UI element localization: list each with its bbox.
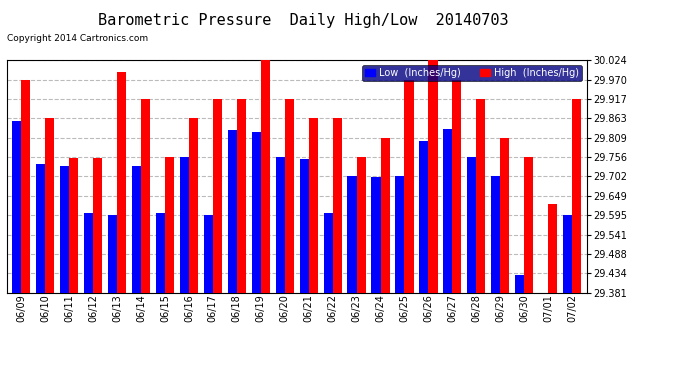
Bar [84,213,93,292]
Bar [572,99,581,292]
Bar [491,176,500,292]
Bar [453,80,462,292]
Bar [204,215,213,292]
Legend: Low  (Inches/Hg), High  (Inches/Hg): Low (Inches/Hg), High (Inches/Hg) [362,65,582,81]
Bar [395,176,404,292]
Text: Barometric Pressure  Daily High/Low  20140703: Barometric Pressure Daily High/Low 20140… [98,13,509,28]
Bar [252,132,261,292]
Bar [180,157,189,292]
Bar [404,80,413,292]
Bar [500,138,509,292]
Bar [141,99,150,292]
Bar [515,275,524,292]
Bar [285,99,294,292]
Bar [428,60,437,292]
Bar [548,204,558,292]
Bar [299,159,308,292]
Bar [132,166,141,292]
Bar [261,60,270,292]
Bar [324,213,333,292]
Bar [21,80,30,292]
Bar [156,213,165,292]
Bar [213,99,222,292]
Bar [524,157,533,292]
Bar [420,141,428,292]
Bar [117,72,126,292]
Bar [228,130,237,292]
Bar [36,164,46,292]
Bar [189,118,198,292]
Bar [69,158,78,292]
Bar [476,99,486,292]
Bar [467,157,476,292]
Bar [108,215,117,292]
Bar [93,158,102,292]
Bar [12,121,21,292]
Bar [380,138,390,292]
Text: Copyright 2014 Cartronics.com: Copyright 2014 Cartronics.com [7,34,148,43]
Bar [46,118,55,292]
Bar [357,157,366,292]
Bar [60,166,69,292]
Bar [275,157,285,292]
Bar [333,118,342,292]
Bar [308,118,318,292]
Bar [165,157,174,292]
Bar [563,215,572,292]
Bar [443,129,453,292]
Bar [371,177,380,292]
Bar [237,99,246,292]
Bar [348,176,357,292]
